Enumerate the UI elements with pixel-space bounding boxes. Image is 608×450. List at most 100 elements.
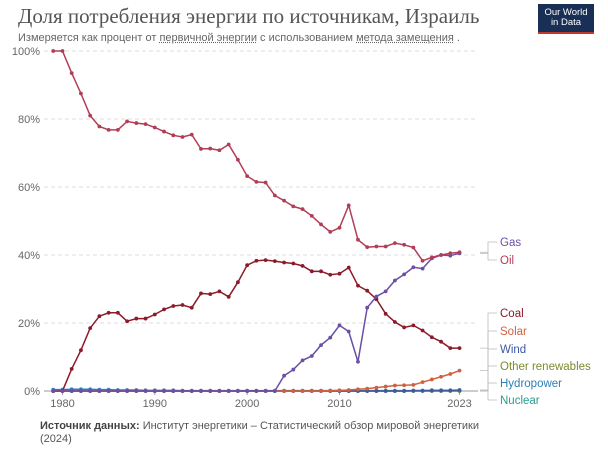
data-point-gas[interactable] (88, 389, 93, 393)
owid-logo[interactable]: Our World in Data (538, 4, 594, 34)
data-point-wind[interactable] (402, 389, 407, 393)
data-point-gas[interactable] (171, 389, 176, 393)
data-point-coal[interactable] (162, 307, 166, 312)
legend-label-wind[interactable]: Wind (500, 344, 526, 356)
data-point-oil[interactable] (272, 193, 277, 198)
series-line-oil[interactable] (53, 50, 460, 262)
data-point-oil[interactable] (300, 207, 305, 212)
data-point-coal[interactable] (208, 292, 213, 296)
data-point-coal[interactable] (236, 280, 240, 285)
data-point-solar[interactable] (300, 389, 305, 393)
data-point-gas[interactable] (106, 389, 111, 393)
data-point-oil[interactable] (79, 91, 83, 96)
data-point-oil[interactable] (115, 127, 120, 132)
data-point-coal[interactable] (180, 303, 185, 307)
data-point-gas[interactable] (300, 358, 305, 363)
data-point-oil[interactable] (51, 49, 56, 53)
data-point-oil[interactable] (346, 203, 351, 208)
data-point-coal[interactable] (282, 260, 286, 265)
data-point-coal[interactable] (88, 326, 93, 330)
data-point-oil[interactable] (69, 71, 74, 75)
data-point-oil[interactable] (439, 253, 443, 257)
data-point-gas[interactable] (125, 389, 130, 393)
legend-label-gas[interactable]: Gas (500, 237, 521, 249)
data-point-gas[interactable] (411, 265, 416, 270)
data-point-oil[interactable] (328, 229, 333, 234)
data-point-gas[interactable] (328, 335, 333, 340)
data-point-solar[interactable] (392, 383, 397, 388)
data-point-oil[interactable] (263, 180, 268, 185)
data-point-coal[interactable] (420, 328, 425, 333)
data-point-gas[interactable] (152, 389, 157, 393)
data-point-coal[interactable] (383, 311, 388, 316)
data-point-oil[interactable] (88, 113, 93, 118)
data-point-coal[interactable] (439, 339, 443, 344)
legend-label-oil[interactable]: Oil (500, 255, 514, 267)
legend-label-hydropower[interactable]: Hydropower (500, 378, 562, 390)
data-point-gas[interactable] (208, 389, 213, 393)
data-point-coal[interactable] (199, 291, 203, 296)
data-point-wind[interactable] (383, 389, 388, 393)
data-point-oil[interactable] (171, 133, 176, 138)
data-point-gas[interactable] (162, 389, 166, 393)
data-point-coal[interactable] (245, 263, 250, 268)
data-point-coal[interactable] (291, 261, 296, 266)
substitution-method-link[interactable]: метода замещения (356, 32, 454, 44)
data-point-gas[interactable] (51, 389, 56, 393)
data-point-gas[interactable] (291, 367, 296, 372)
data-point-gas[interactable] (180, 389, 185, 393)
data-point-oil[interactable] (309, 214, 314, 218)
legend-label-nuclear[interactable]: Nuclear (500, 395, 540, 407)
data-point-gas[interactable] (346, 329, 351, 334)
data-point-oil[interactable] (217, 148, 222, 153)
data-point-oil[interactable] (457, 250, 462, 255)
data-point-solar[interactable] (374, 385, 379, 390)
data-point-coal[interactable] (143, 316, 148, 321)
data-point-coal[interactable] (429, 335, 434, 340)
data-point-gas[interactable] (143, 389, 148, 393)
data-point-gas[interactable] (402, 272, 407, 277)
data-point-gas[interactable] (282, 373, 286, 378)
data-point-oil[interactable] (319, 222, 323, 227)
legend-label-other-renewables[interactable]: Other renewables (500, 361, 591, 373)
legend-label-coal[interactable]: Coal (500, 308, 524, 320)
data-point-coal[interactable] (134, 316, 139, 321)
data-point-coal[interactable] (448, 346, 453, 351)
data-point-coal[interactable] (337, 271, 342, 276)
data-point-gas[interactable] (60, 389, 65, 393)
data-point-oil[interactable] (189, 132, 194, 137)
data-point-oil[interactable] (97, 124, 102, 129)
data-point-gas[interactable] (217, 389, 222, 393)
data-point-coal[interactable] (217, 289, 222, 294)
data-point-solar[interactable] (448, 372, 453, 376)
data-point-coal[interactable] (392, 320, 397, 324)
data-point-solar[interactable] (337, 388, 342, 393)
data-point-oil[interactable] (60, 49, 65, 53)
data-point-oil[interactable] (420, 258, 425, 263)
data-point-gas[interactable] (245, 389, 250, 393)
data-point-solar[interactable] (346, 388, 351, 392)
data-point-solar[interactable] (365, 386, 370, 391)
data-point-gas[interactable] (69, 389, 74, 393)
data-point-oil[interactable] (392, 241, 397, 246)
data-point-coal[interactable] (69, 367, 74, 371)
data-point-coal[interactable] (171, 304, 176, 308)
series-line-coal[interactable] (53, 259, 460, 392)
data-point-gas[interactable] (337, 323, 342, 328)
data-point-gas[interactable] (272, 389, 277, 393)
data-point-oil[interactable] (254, 180, 259, 184)
data-point-gas[interactable] (365, 305, 370, 310)
data-point-gas[interactable] (97, 389, 102, 393)
data-point-coal[interactable] (125, 319, 130, 324)
series-line-solar[interactable] (53, 369, 460, 392)
data-point-gas[interactable] (356, 359, 360, 364)
data-point-oil[interactable] (402, 242, 407, 247)
data-point-oil[interactable] (282, 198, 286, 203)
data-point-coal[interactable] (328, 272, 333, 277)
data-point-coal[interactable] (356, 283, 360, 288)
data-point-coal[interactable] (365, 288, 370, 293)
data-point-oil[interactable] (125, 119, 130, 124)
data-point-oil[interactable] (134, 121, 139, 125)
data-point-gas[interactable] (319, 343, 323, 347)
data-point-wind[interactable] (411, 388, 416, 393)
